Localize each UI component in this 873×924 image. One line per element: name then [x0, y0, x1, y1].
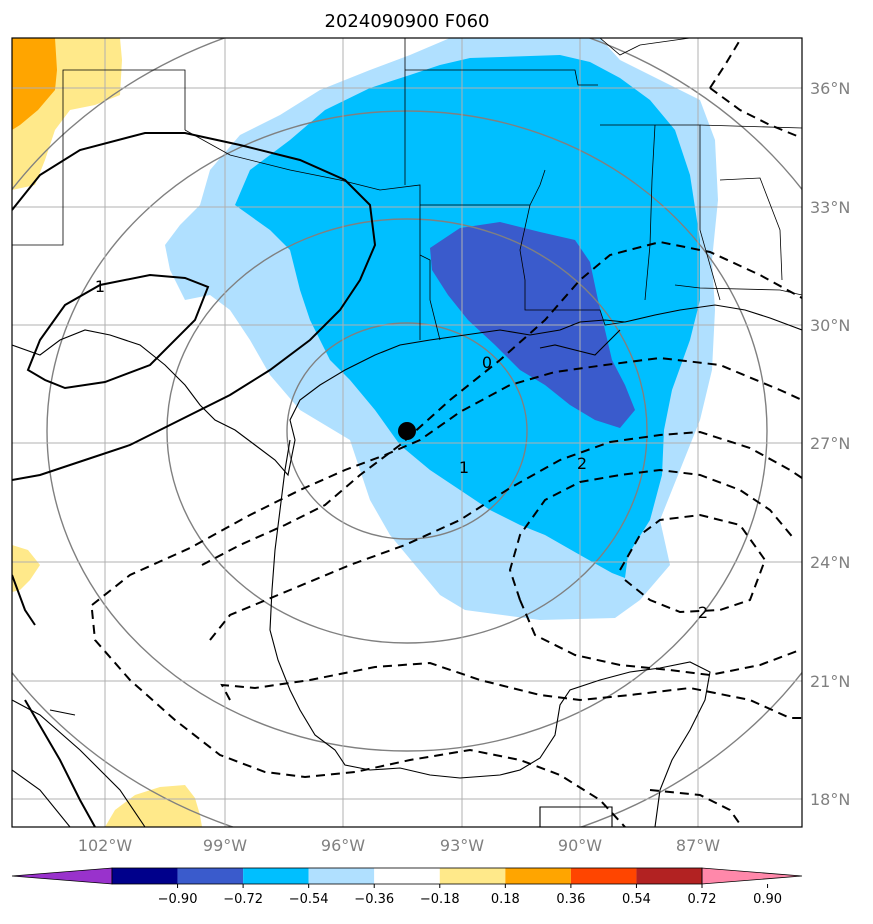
colorbar-bin	[112, 868, 178, 884]
contour-label: 1	[95, 277, 105, 296]
fill-yellow-west	[12, 545, 40, 592]
colorbar: −0.90 −0.72 −0.54 −0.36 −0.18 0.18 0.36 0.54 0.7…	[11, 867, 803, 907]
map-area: 1 0 1 2 2	[12, 38, 802, 827]
fill-orange-northwest	[12, 38, 57, 130]
figure-title: 2024090900 F060	[325, 11, 490, 32]
colorbar-tick-label: 0.72	[688, 892, 717, 907]
solid-contours	[12, 132, 377, 827]
lat-tick-label: 36°N	[810, 79, 850, 98]
lon-tick-label: 90°W	[558, 836, 602, 855]
colorbar-bin	[570, 868, 637, 884]
lat-tick-label: 33°N	[810, 198, 850, 217]
colorbar-tick-label: 0.36	[556, 892, 585, 907]
lon-tick-label: 93°W	[440, 836, 484, 855]
contour-label: 1	[459, 458, 469, 477]
lon-tick-label: 102°W	[78, 836, 133, 855]
colorbar-bin	[177, 868, 244, 884]
fill-yellow-south	[105, 785, 202, 827]
lon-tick-label: 96°W	[321, 836, 365, 855]
colorbar-frame	[111, 867, 703, 885]
colorbar-bin	[439, 868, 506, 884]
colorbar-extend-low	[11, 867, 113, 885]
map-frame	[11, 37, 803, 828]
range-rings	[12, 38, 802, 827]
colorbar-bin	[243, 868, 309, 884]
colorbar-tick-label: 0.18	[491, 892, 520, 907]
contour-label: 2	[698, 603, 708, 622]
lat-tick-label: 27°N	[810, 434, 850, 453]
colorbar-tick-label: 0.54	[622, 892, 651, 907]
storm-center-marker	[398, 422, 416, 440]
contour-label: 0	[482, 353, 492, 372]
lat-tick-label: 24°N	[810, 553, 850, 572]
colorbar-tick-label: −0.90	[158, 892, 198, 907]
lon-tick-label: 99°W	[203, 836, 247, 855]
lat-tick-label: 18°N	[810, 790, 850, 809]
state-borders	[12, 38, 802, 341]
colorbar-tick-label: −0.72	[223, 892, 263, 907]
colorbar-bin	[505, 868, 571, 884]
colorbar-extend-high	[701, 867, 803, 885]
dashed-contours	[91, 39, 802, 827]
colorbar-tick-label: −0.36	[354, 892, 394, 907]
gridlines	[12, 38, 802, 827]
lat-tick-label: 21°N	[810, 672, 850, 691]
colorbar-bin	[374, 868, 440, 884]
contour-label: 2	[577, 454, 587, 473]
colorbar-tick-label: −0.54	[289, 892, 329, 907]
colorbar-bin	[308, 868, 375, 884]
lon-tick-labels: 102°W 99°W 96°W 93°W 90°W 87°W	[78, 836, 720, 855]
colorbar-bin	[636, 868, 702, 884]
colorbar-tick-label: 0.90	[753, 892, 782, 907]
lon-tick-label: 87°W	[676, 836, 720, 855]
colorbar-tick-label: −0.18	[420, 892, 460, 907]
lat-tick-labels: 36°N 33°N 30°N 27°N 24°N 21°N 18°N	[810, 79, 850, 809]
lat-tick-label: 30°N	[810, 316, 850, 335]
